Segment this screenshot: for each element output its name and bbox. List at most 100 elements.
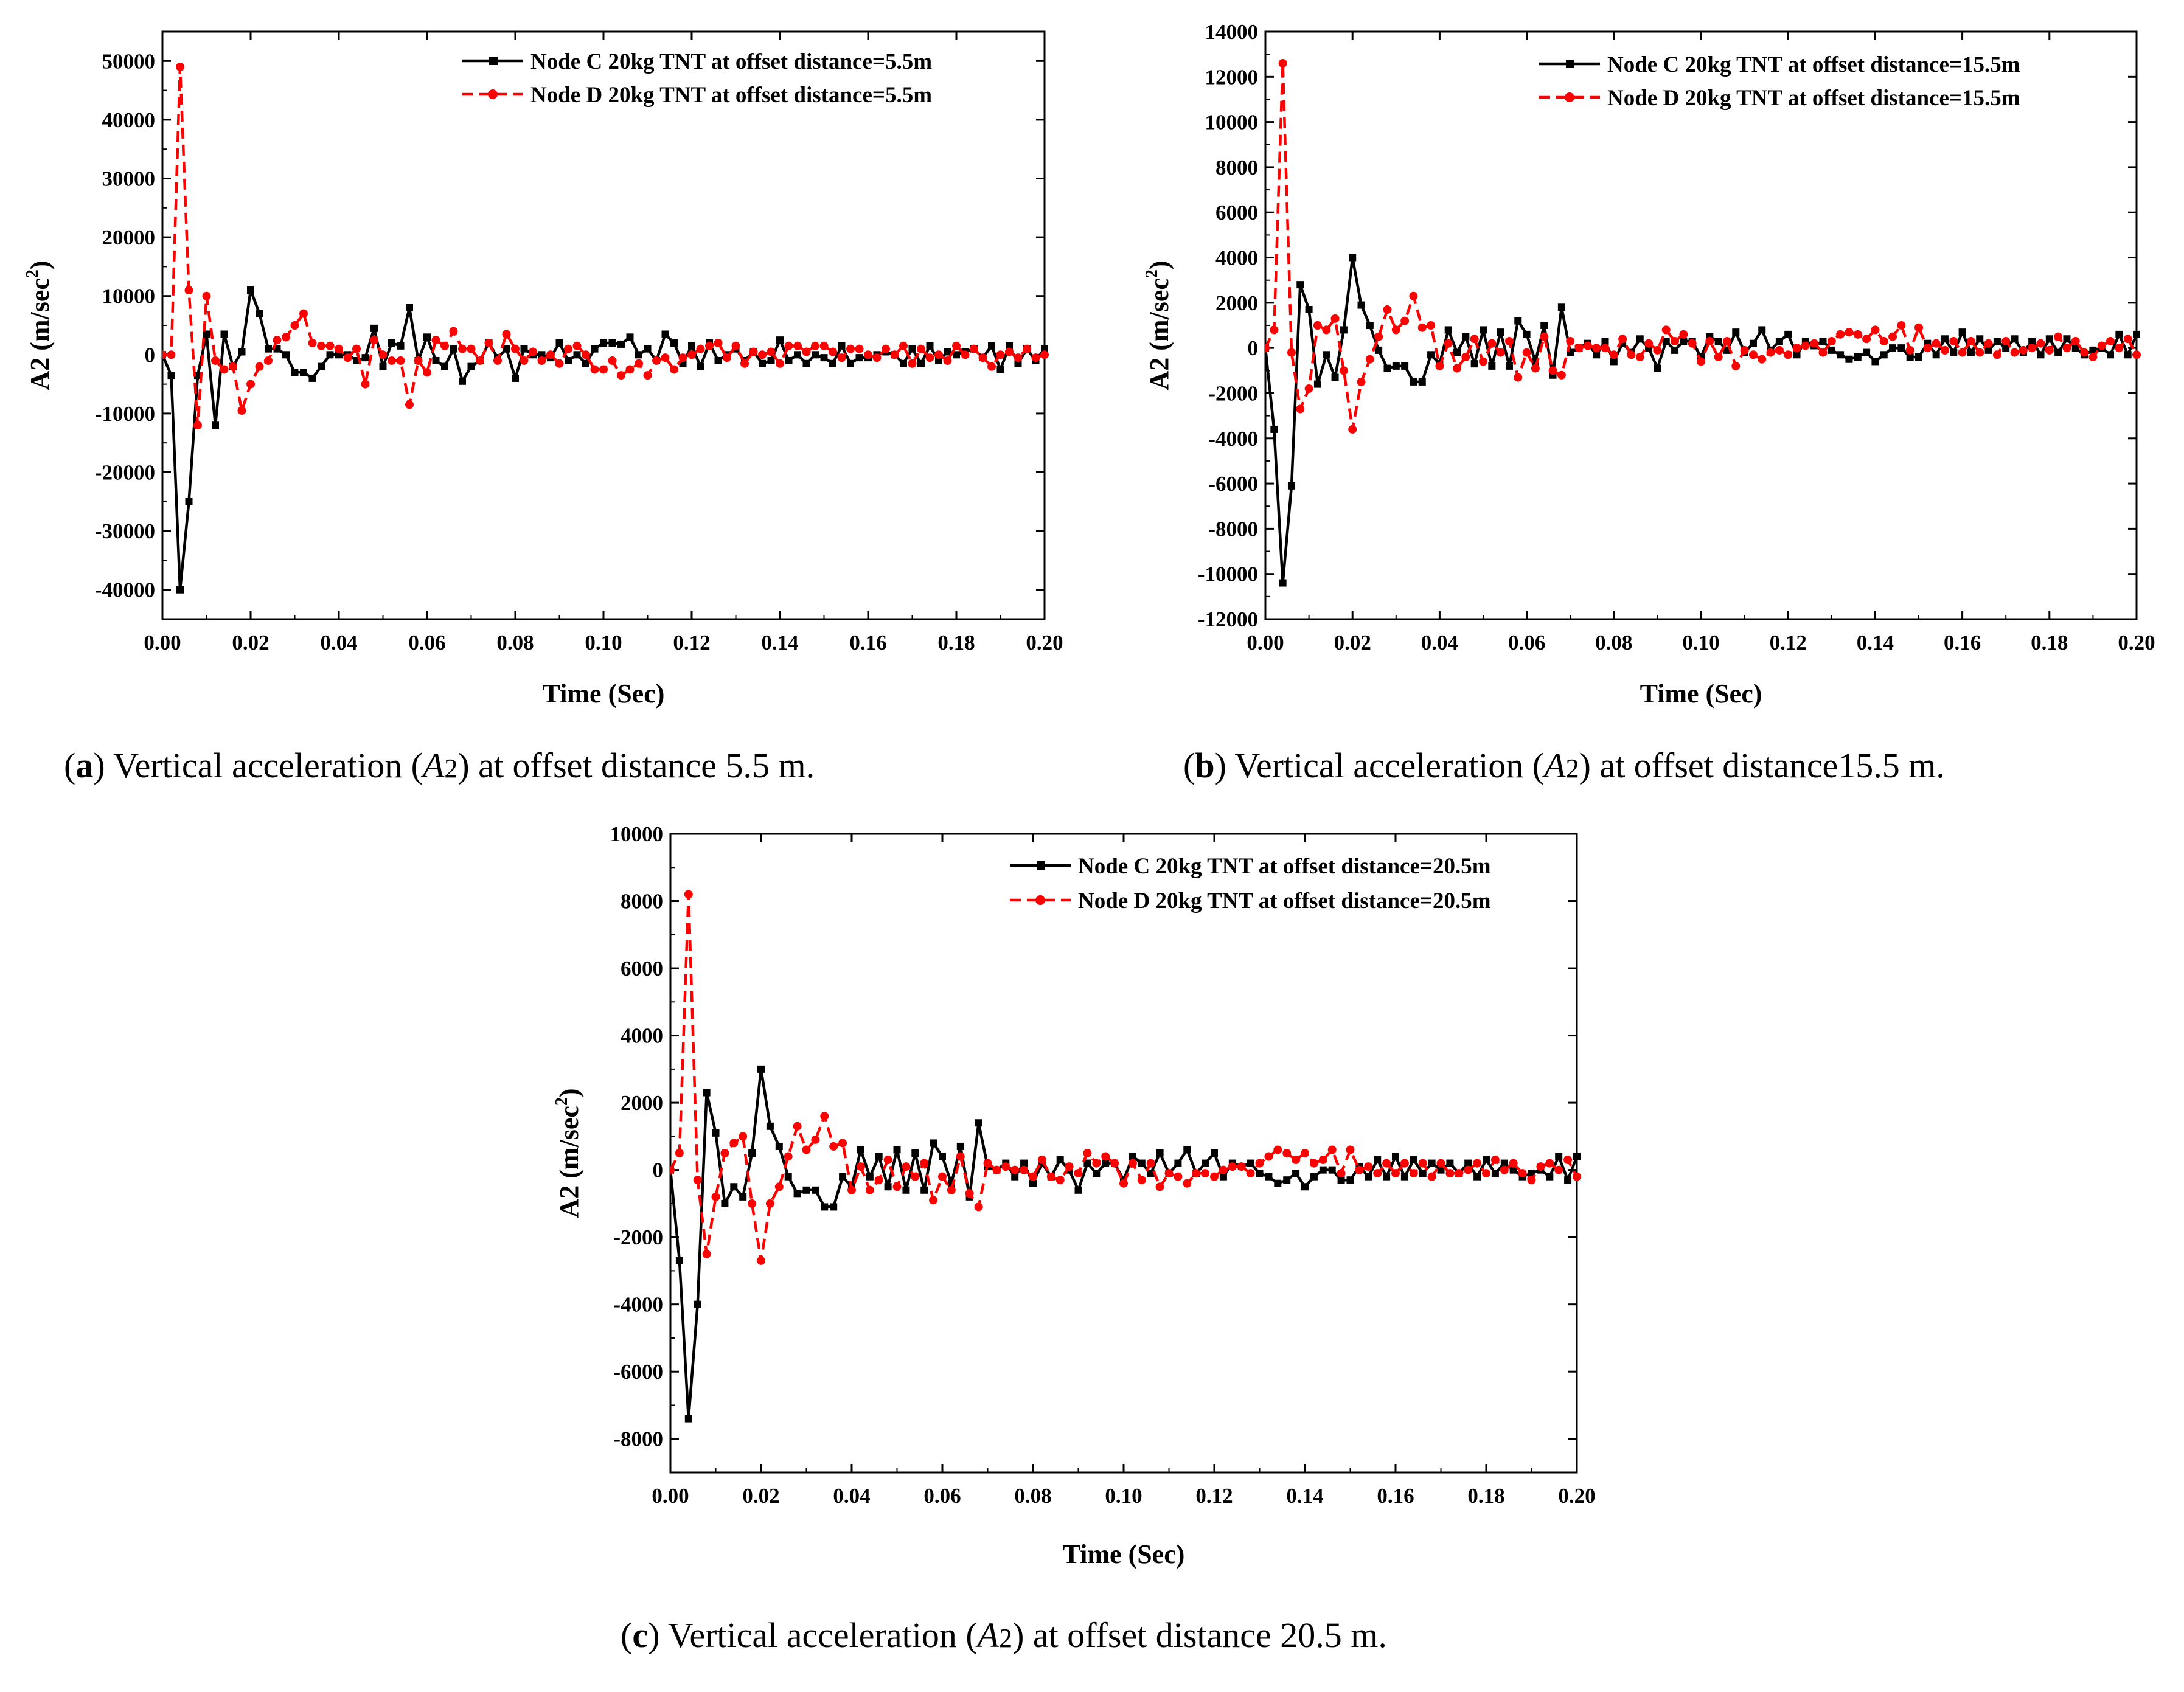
data-point-a-1 (635, 359, 643, 368)
data-point-a-0 (379, 362, 387, 370)
series-line-c-0 (670, 1067, 1579, 1420)
data-point-c-0 (757, 1065, 765, 1073)
data-point-c-0 (1419, 1170, 1427, 1177)
data-point-b-1 (1330, 314, 1340, 323)
data-point-a-0 (908, 345, 916, 353)
y-tick-label-c: 4000 (621, 1024, 663, 1048)
legend-label-b-0: Node C 20kg TNT at offset distance=15.5m (1607, 52, 2020, 77)
data-point-b-1 (1265, 344, 1270, 353)
x-axis-label-a: Time (Sec) (543, 679, 665, 709)
data-point-c-1 (1337, 1169, 1346, 1178)
data-point-a-1 (458, 344, 467, 353)
data-point-b-0 (1470, 360, 1478, 368)
data-point-b-0 (1662, 338, 1670, 345)
data-point-c-1 (947, 1185, 956, 1194)
data-point-b-0 (1323, 351, 1330, 359)
data-point-b-1 (1383, 305, 1392, 314)
data-point-a-1 (405, 400, 414, 409)
data-point-b-0 (2107, 351, 2115, 359)
data-point-c-0 (1056, 1156, 1064, 1164)
data-point-c-0 (866, 1173, 874, 1181)
data-point-b-0 (1357, 301, 1365, 309)
x-tick-label-b: 0.12 (1770, 631, 1807, 654)
data-point-b-0 (1828, 346, 1835, 354)
data-point-c-1 (729, 1139, 739, 1148)
data-point-a-1 (661, 353, 670, 362)
data-point-b-1 (2132, 350, 2141, 359)
legend-label-c-1: Node D 20kg TNT at offset distance=20.5m (1078, 889, 1491, 914)
data-point-c-0 (884, 1183, 892, 1191)
data-point-c-0 (1301, 1183, 1309, 1191)
chart-panel-b: 0.00 0.02 0.04 0.06 0.08 0.10 0.12 0.14 0.16 0.18… (1101, 0, 2184, 724)
data-point-c-1 (1445, 1169, 1455, 1178)
data-point-b-1 (1758, 355, 1767, 364)
data-point-c-0 (1129, 1153, 1136, 1160)
data-point-a-1 (625, 365, 635, 374)
data-point-a-0 (608, 339, 616, 347)
data-point-c-1 (1318, 1156, 1327, 1165)
data-point-c-1 (757, 1256, 765, 1265)
data-point-c-1 (1110, 1159, 1119, 1168)
data-point-b-1 (1697, 357, 1705, 366)
data-point-c-0 (712, 1129, 720, 1137)
data-point-c-1 (784, 1152, 793, 1161)
x-tick-label-a: 0.08 (496, 631, 534, 654)
data-point-a-0 (582, 359, 589, 367)
y-axis-label-sup-c: 2 (552, 1097, 571, 1106)
data-point-c-1 (838, 1139, 847, 1148)
data-point-b-0 (1950, 348, 1958, 356)
data-point-a-1 (237, 406, 246, 415)
data-point-b-1 (1827, 337, 1836, 346)
y-tick-label-c: 10000 (610, 822, 664, 846)
data-point-b-1 (2028, 344, 2037, 353)
data-point-c-0 (875, 1153, 883, 1160)
series-a-0 (162, 286, 1048, 594)
data-point-b-1 (2045, 345, 2054, 355)
x-tick-label-a: 0.04 (320, 631, 357, 654)
y-axis-label-close-b: ) (1144, 260, 1174, 269)
series-line-b-1 (1265, 61, 2138, 431)
data-point-c-1 (929, 1196, 938, 1205)
data-point-c-1 (1464, 1165, 1473, 1174)
data-point-c-0 (1138, 1159, 1146, 1167)
data-point-c-0 (1555, 1153, 1563, 1160)
y-tick-label-c: 6000 (621, 957, 663, 980)
data-point-b-1 (1914, 323, 1923, 332)
data-point-c-1 (670, 1165, 675, 1174)
data-point-b-1 (1427, 321, 1436, 330)
x-tick-label-a: 0.10 (585, 631, 622, 654)
data-point-b-0 (2124, 351, 2132, 359)
data-point-a-0 (1014, 359, 1022, 367)
data-point-a-1 (431, 336, 440, 345)
data-point-b-0 (1349, 254, 1357, 262)
data-point-a-1 (670, 365, 678, 374)
data-point-b-0 (1287, 482, 1295, 490)
data-point-a-0 (538, 351, 546, 359)
data-point-c-0 (1020, 1159, 1028, 1167)
data-point-a-0 (326, 351, 334, 359)
y-axis-label-c: A2 (m/sec2) (552, 1088, 584, 1218)
data-point-b-1 (1609, 350, 1618, 359)
data-point-c-1 (1164, 1169, 1174, 1178)
y-tick-label-a: 50000 (102, 49, 156, 73)
data-point-c-1 (1119, 1179, 1128, 1188)
data-point-b-0 (1932, 351, 1940, 359)
data-point-b-1 (1862, 335, 1871, 344)
data-point-c-1 (1029, 1172, 1037, 1181)
data-point-b-1 (1444, 339, 1453, 348)
data-point-a-0 (512, 374, 519, 382)
data-point-b-0 (1732, 328, 1740, 336)
data-point-c-1 (920, 1159, 929, 1168)
data-point-b-0 (1410, 378, 1417, 386)
data-point-c-1 (1010, 1165, 1020, 1174)
series-b-0 (1265, 254, 2140, 587)
data-point-c-1 (974, 1202, 983, 1212)
x-tick-label-c: 0.04 (833, 1484, 870, 1508)
data-point-b-0 (1636, 335, 1644, 343)
data-point-a-1 (361, 380, 370, 389)
data-point-c-0 (1274, 1179, 1282, 1187)
data-point-a-0 (855, 354, 863, 362)
chart-b-svg: 0.00 0.02 0.04 0.06 0.08 0.10 0.12 0.14 0.16 0.18… (1142, 20, 2155, 709)
data-point-c-1 (938, 1172, 947, 1181)
data-point-b-1 (2097, 341, 2106, 350)
